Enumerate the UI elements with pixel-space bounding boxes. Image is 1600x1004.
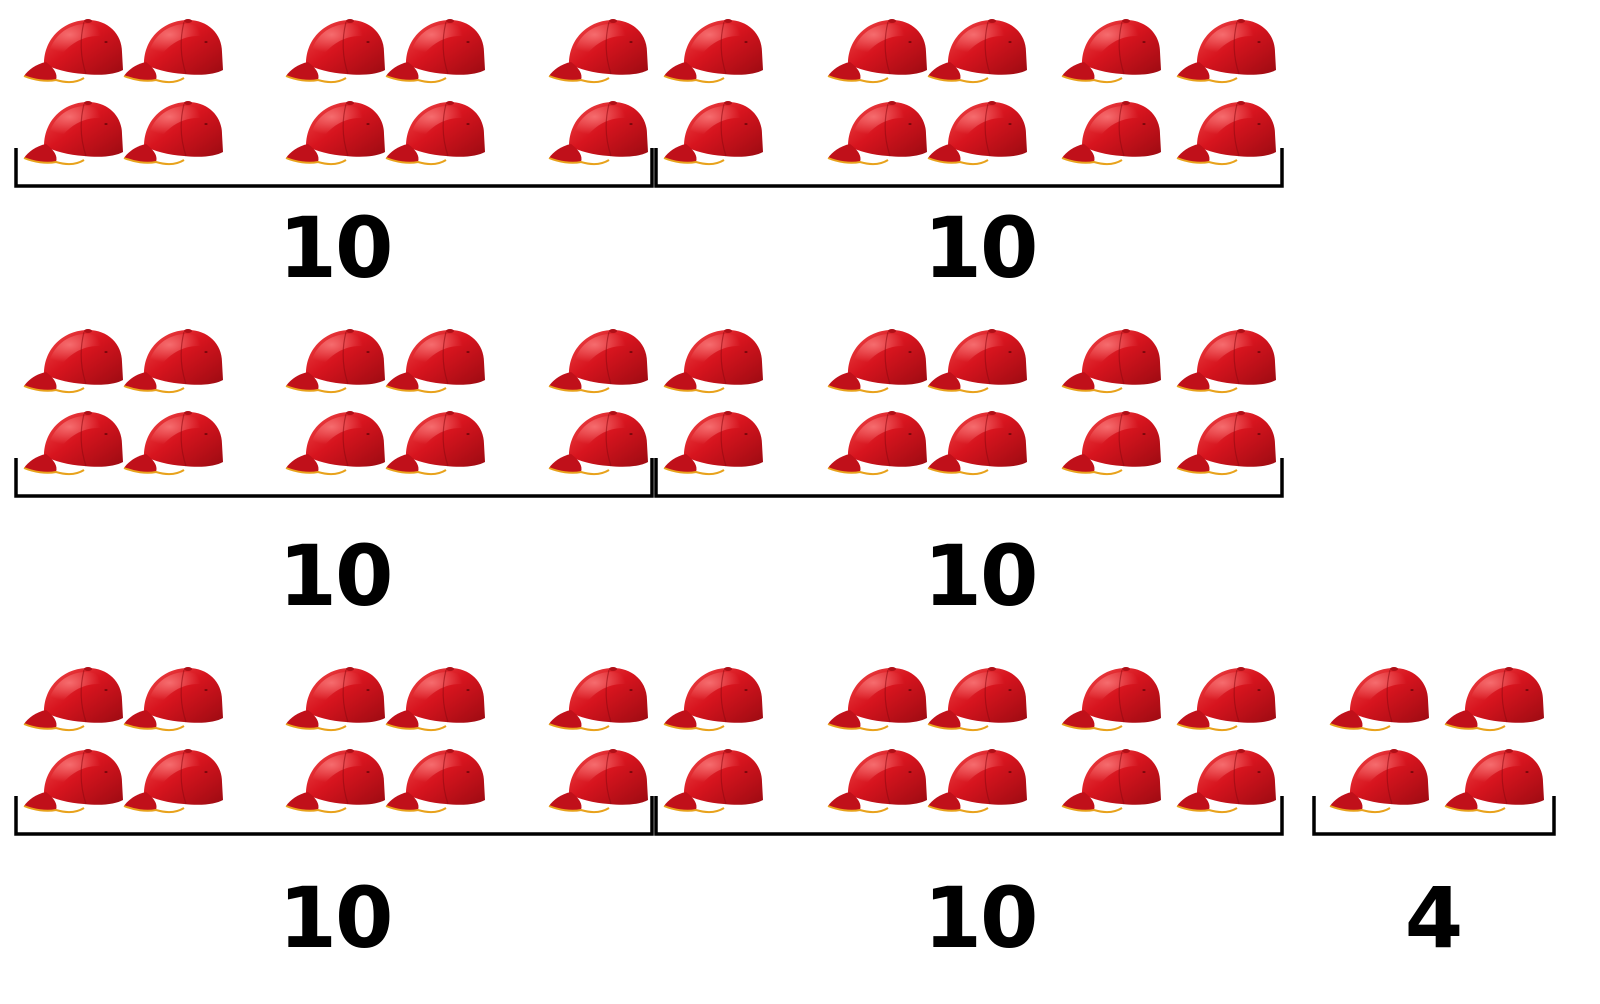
baseball-cap-icon [827, 666, 928, 732]
baseball-cap-icon [548, 410, 649, 476]
baseball-cap-icon [927, 410, 1028, 476]
baseball-cap-icon [663, 100, 764, 166]
baseball-cap-icon [663, 410, 764, 476]
baseball-cap-icon [1176, 328, 1277, 394]
baseball-cap-icon [123, 328, 224, 394]
baseball-cap-icon [123, 410, 224, 476]
baseball-cap-icon [548, 18, 649, 84]
baseball-cap-icon [385, 100, 486, 166]
baseball-cap-icon [285, 410, 386, 476]
baseball-cap-icon [123, 748, 224, 814]
group-count-label: 10 [278, 869, 394, 967]
baseball-cap-icon [927, 666, 1028, 732]
baseball-cap-icon [827, 328, 928, 394]
baseball-cap-icon [548, 100, 649, 166]
group-bracket [654, 148, 1284, 188]
baseball-cap-icon [285, 328, 386, 394]
baseball-cap-icon [1176, 410, 1277, 476]
baseball-cap-icon [1061, 748, 1162, 814]
baseball-cap-icon [1061, 666, 1162, 732]
baseball-cap-icon [385, 666, 486, 732]
baseball-cap-icon [663, 748, 764, 814]
group-count-label: 10 [278, 527, 394, 625]
group-bracket [14, 796, 654, 836]
baseball-cap-icon [285, 18, 386, 84]
baseball-cap-icon [1061, 328, 1162, 394]
baseball-cap-icon [1176, 18, 1277, 84]
group-bracket [654, 458, 1284, 498]
baseball-cap-icon [827, 18, 928, 84]
baseball-cap-icon [1444, 666, 1545, 732]
baseball-cap-icon [385, 410, 486, 476]
group-count-label: 10 [278, 199, 394, 297]
baseball-cap-icon [123, 666, 224, 732]
baseball-cap-icon [548, 666, 649, 732]
baseball-cap-icon [1329, 666, 1430, 732]
baseball-cap-icon [927, 748, 1028, 814]
baseball-cap-icon [1061, 410, 1162, 476]
group-count-label: 4 [1404, 869, 1463, 967]
baseball-cap-icon [927, 100, 1028, 166]
baseball-cap-icon [1444, 748, 1545, 814]
baseball-cap-icon [1061, 18, 1162, 84]
baseball-cap-icon [285, 748, 386, 814]
baseball-cap-icon [23, 410, 124, 476]
group-bracket [14, 458, 654, 498]
group-bracket [1312, 796, 1556, 836]
baseball-cap-icon [385, 748, 486, 814]
baseball-cap-icon [827, 100, 928, 166]
baseball-cap-icon [663, 328, 764, 394]
baseball-cap-icon [827, 748, 928, 814]
baseball-cap-icon [23, 328, 124, 394]
baseball-cap-icon [1176, 748, 1277, 814]
group-count-label: 10 [923, 869, 1039, 967]
baseball-cap-icon [385, 18, 486, 84]
baseball-cap-icon [23, 666, 124, 732]
baseball-cap-icon [548, 748, 649, 814]
baseball-cap-icon [663, 666, 764, 732]
baseball-cap-icon [927, 328, 1028, 394]
baseball-cap-icon [123, 100, 224, 166]
group-count-label: 10 [923, 527, 1039, 625]
baseball-cap-icon [23, 100, 124, 166]
baseball-cap-icon [927, 18, 1028, 84]
baseball-cap-icon [23, 748, 124, 814]
baseball-cap-icon [1176, 666, 1277, 732]
group-bracket [654, 796, 1284, 836]
baseball-cap-icon [548, 328, 649, 394]
group-count-label: 10 [923, 199, 1039, 297]
baseball-cap-icon [827, 410, 928, 476]
baseball-cap-icon [285, 100, 386, 166]
baseball-cap-icon [285, 666, 386, 732]
baseball-cap-icon [1061, 100, 1162, 166]
group-bracket [14, 148, 654, 188]
baseball-cap-icon [1176, 100, 1277, 166]
baseball-cap-icon [23, 18, 124, 84]
baseball-cap-icon [1329, 748, 1430, 814]
baseball-cap-icon [663, 18, 764, 84]
baseball-cap-icon [123, 18, 224, 84]
baseball-cap-icon [385, 328, 486, 394]
